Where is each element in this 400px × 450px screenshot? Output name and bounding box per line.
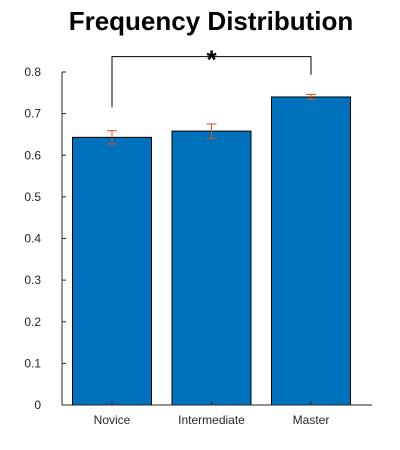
y-tick-label: 0.3 <box>24 273 41 287</box>
x-tick-label: Novice <box>94 413 131 427</box>
significance-annotation: * <box>111 45 312 108</box>
error-bars <box>107 93 316 145</box>
significance-label: * <box>206 45 217 75</box>
significance-bracket <box>111 56 312 108</box>
bar-master <box>271 96 351 406</box>
y-tick-label: 0 <box>34 398 41 412</box>
y-tick-label: 0.7 <box>24 107 41 121</box>
y-tick-label: 0.1 <box>24 356 41 370</box>
bar-novice <box>72 136 152 406</box>
y-tick-label: 0.4 <box>24 232 41 246</box>
chart-title: Frequency Distribution <box>69 6 354 36</box>
y-tick-label: 0.5 <box>24 190 41 204</box>
x-axis-ticks: Novice Intermediate Master <box>94 401 330 427</box>
y-tick-label: 0.8 <box>24 65 41 79</box>
x-tick-label: Intermediate <box>178 413 245 427</box>
y-tick-label: 0.2 <box>24 315 41 329</box>
bars <box>72 96 351 406</box>
x-tick-label: Master <box>293 413 330 427</box>
y-axis-ticks: 0 0.1 0.2 0.3 0.4 0.5 0.6 0.7 0.8 <box>24 65 66 412</box>
y-tick-label: 0.6 <box>24 148 41 162</box>
axes <box>61 72 372 406</box>
bar-intermediate <box>171 130 252 406</box>
